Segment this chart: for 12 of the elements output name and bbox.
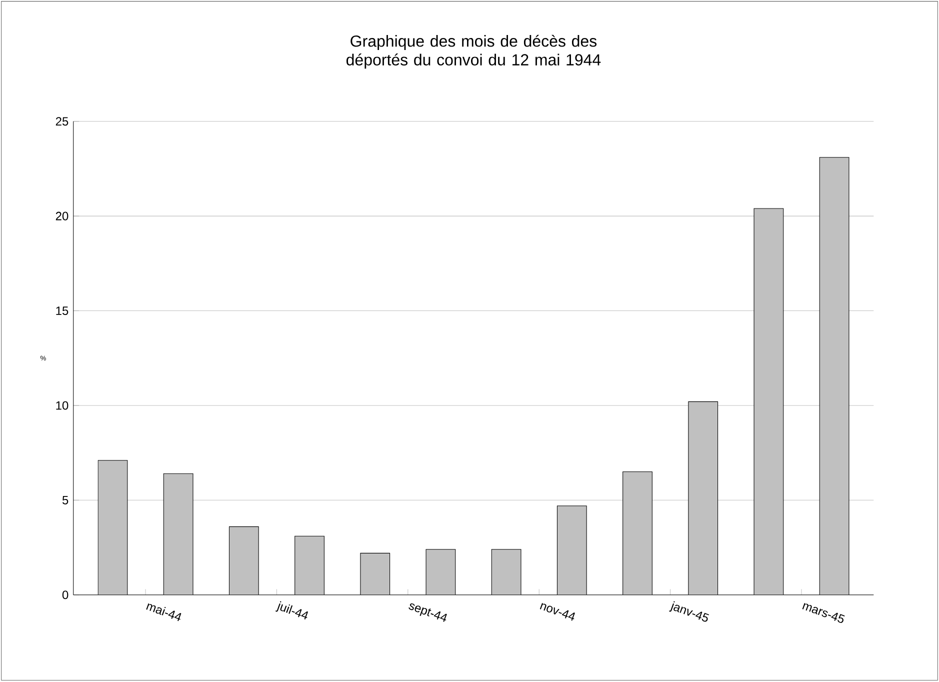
y-tick-label: 10 xyxy=(56,401,68,410)
y-tick-label: 5 xyxy=(62,496,68,505)
x-tick-label: sept-44 xyxy=(408,604,447,622)
y-tick-label: 15 xyxy=(56,306,68,316)
x-tick-label: mai-44 xyxy=(146,604,182,622)
y-tick-label: 25 xyxy=(56,117,68,126)
y-tick-label: 20 xyxy=(56,212,68,221)
x-tick-label: nov-44 xyxy=(540,603,575,621)
y-tick-label: 0 xyxy=(62,590,68,600)
chart-title: Graphique des mois de décès des déportés du convoi du 12 mai 1944 xyxy=(346,35,601,69)
x-tick-label: mars-45 xyxy=(802,603,845,624)
x-tick-label: juil-44 xyxy=(275,601,308,620)
